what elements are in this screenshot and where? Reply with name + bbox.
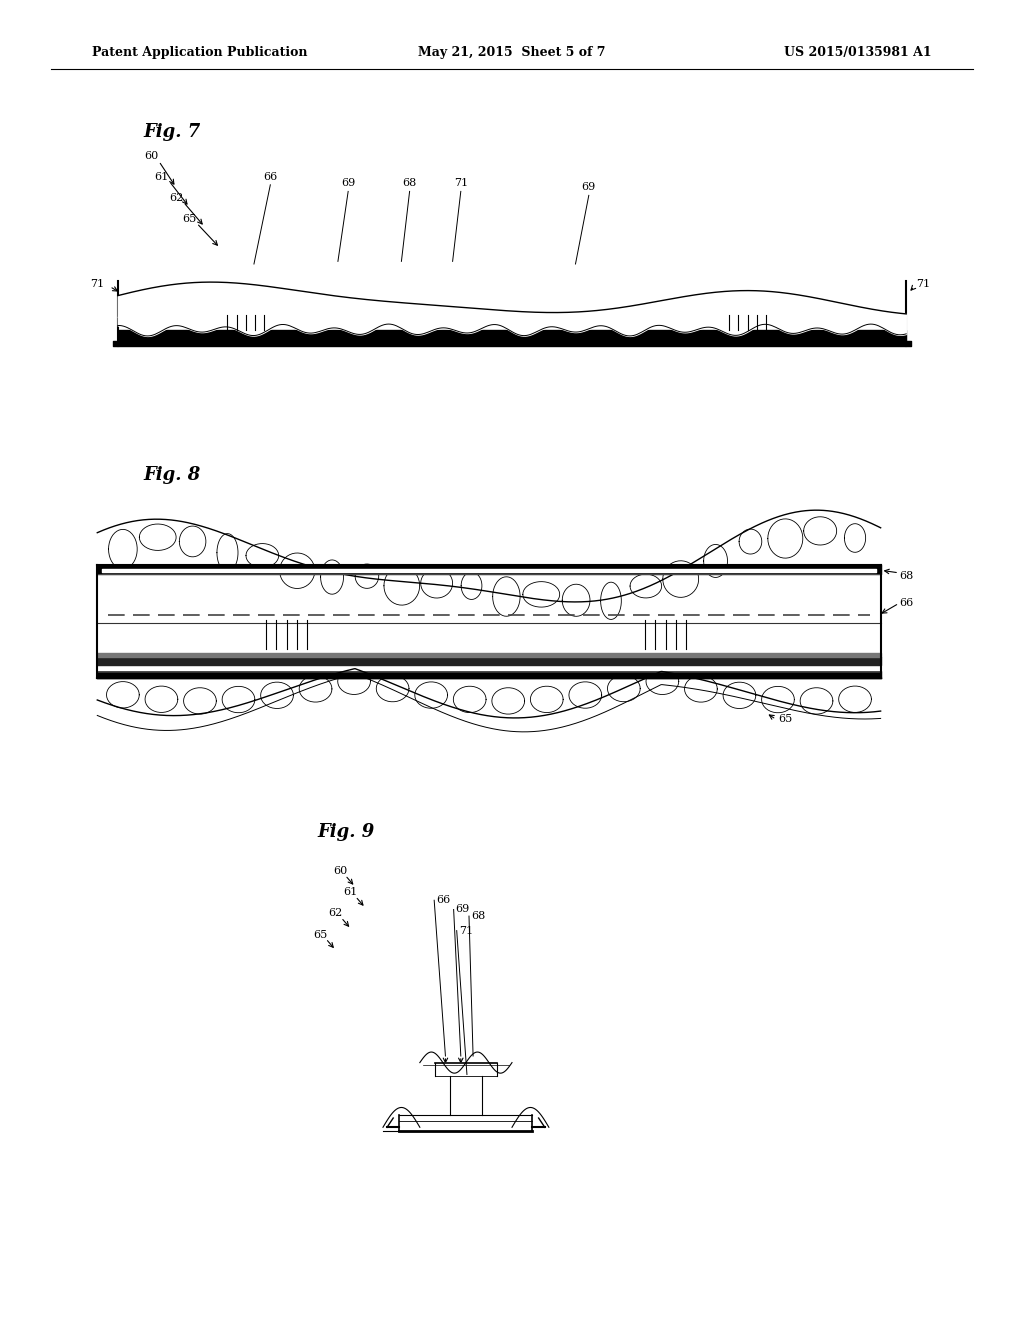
Text: 65: 65	[182, 214, 197, 224]
Text: 65: 65	[313, 929, 328, 940]
Text: May 21, 2015  Sheet 5 of 7: May 21, 2015 Sheet 5 of 7	[418, 46, 606, 59]
Text: 61: 61	[819, 678, 834, 689]
Text: 62: 62	[169, 193, 183, 203]
Text: 66: 66	[263, 172, 278, 182]
Text: 60: 60	[144, 150, 159, 161]
Text: 71: 71	[454, 178, 468, 189]
Text: 60: 60	[333, 866, 347, 876]
Text: 66: 66	[899, 598, 913, 609]
Text: US 2015/0135981 A1: US 2015/0135981 A1	[784, 46, 932, 59]
Text: 68: 68	[471, 911, 485, 921]
Text: 71: 71	[916, 279, 931, 289]
Text: 60: 60	[838, 660, 852, 671]
Text: Fig. 8: Fig. 8	[143, 466, 201, 484]
Text: 71: 71	[459, 925, 473, 936]
Text: 62: 62	[329, 908, 343, 919]
Bar	[97, 570, 881, 665]
Text: 68: 68	[899, 570, 913, 581]
Text: Fig. 7: Fig. 7	[143, 123, 201, 141]
Text: 65: 65	[778, 714, 793, 725]
Text: Patent Application Publication: Patent Application Publication	[92, 46, 307, 59]
Text: 68: 68	[402, 178, 417, 189]
Text: 66: 66	[436, 895, 451, 906]
Text: 61: 61	[155, 172, 169, 182]
Text: Fig. 9: Fig. 9	[317, 822, 375, 841]
Text: 69: 69	[341, 178, 355, 189]
Text: 71: 71	[90, 279, 104, 289]
Text: 61: 61	[343, 887, 357, 898]
Text: 69: 69	[582, 182, 596, 193]
Text: 62: 62	[801, 696, 815, 706]
Text: 69: 69	[456, 904, 470, 915]
